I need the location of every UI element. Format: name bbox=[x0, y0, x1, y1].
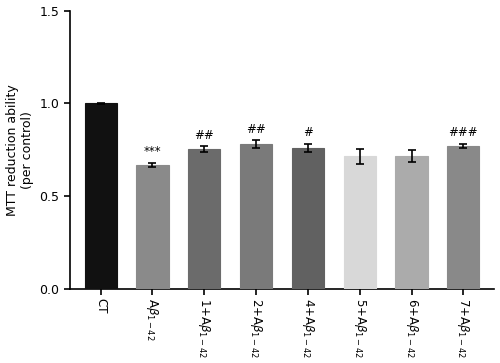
Bar bbox=[136, 165, 168, 289]
Bar bbox=[240, 144, 272, 289]
Bar bbox=[344, 156, 376, 289]
Bar bbox=[188, 149, 220, 289]
Y-axis label: MTT reduction ability
(per control): MTT reduction ability (per control) bbox=[6, 84, 34, 216]
Bar bbox=[448, 146, 480, 289]
Bar bbox=[396, 156, 428, 289]
Text: #: # bbox=[303, 126, 313, 139]
Bar bbox=[292, 148, 324, 289]
Text: ##: ## bbox=[194, 129, 214, 142]
Text: ***: *** bbox=[144, 146, 162, 159]
Bar bbox=[84, 103, 116, 289]
Text: ##: ## bbox=[246, 123, 266, 136]
Text: ###: ### bbox=[448, 126, 478, 139]
